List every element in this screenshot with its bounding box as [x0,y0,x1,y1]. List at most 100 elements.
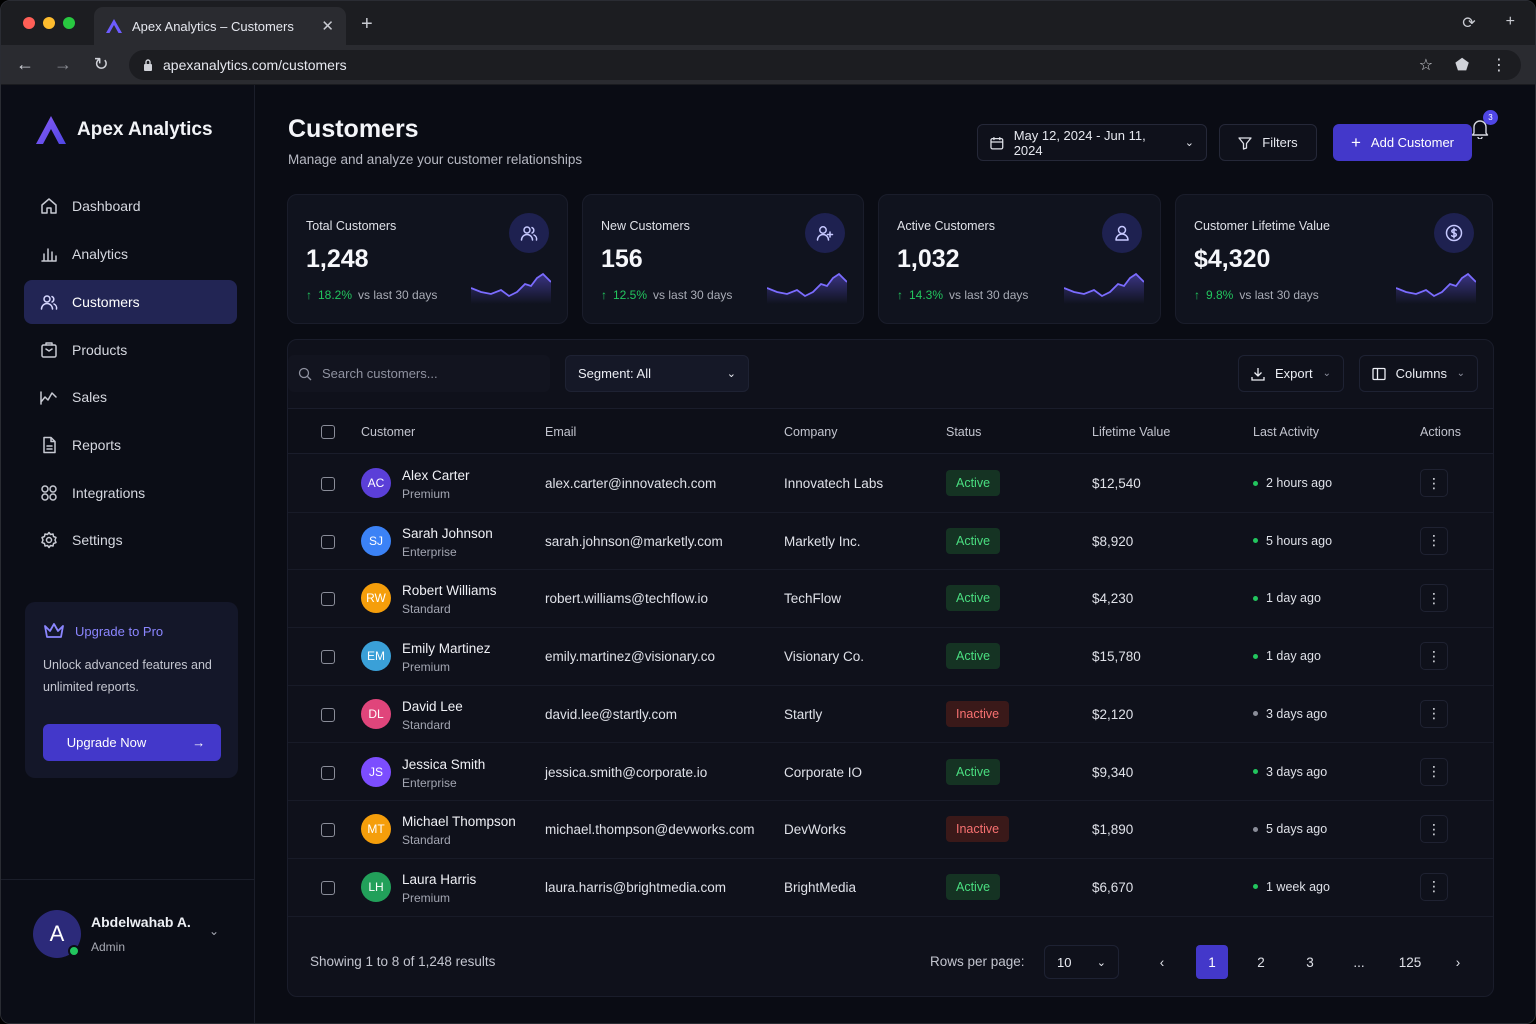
bell-icon[interactable] [1471,119,1489,139]
customer-name[interactable]: Emily Martinez [402,641,491,657]
users-icon [40,295,58,310]
segment-select[interactable]: Segment: All ⌄ [565,355,749,392]
row-actions-menu-icon[interactable]: ⋮ [1420,872,1448,901]
page-button-2[interactable]: 2 [1257,954,1265,970]
maximize-window-button[interactable] [63,17,75,29]
column-lifetime-value[interactable]: Lifetime Value [1092,425,1171,439]
customer-tier: Standard [402,717,451,732]
row-actions-menu-icon[interactable]: ⋮ [1420,526,1448,555]
sidebar-item-integrations[interactable]: Integrations [24,471,237,515]
grid-icon [41,485,57,501]
stat-value: 1,248 [306,245,369,273]
avatar: SJ [361,525,391,556]
user-menu[interactable]: A Abdelwahab A. Admin ⌄ [1,879,254,1023]
sidebar-item-products[interactable]: Products [24,328,237,372]
reload-button[interactable]: ↻ [93,54,109,74]
export-button[interactable]: Export ⌄ [1238,355,1344,392]
forward-button[interactable]: → [54,54,72,74]
row-checkbox[interactable] [321,823,335,838]
bookmark-star-icon[interactable]: ☆ [1418,56,1434,74]
activity-dot [1253,538,1258,544]
page-button-1[interactable]: 1 [1196,945,1228,979]
column-status[interactable]: Status [946,425,982,439]
table-row[interactable]: DL David Lee Standard david.lee@startly.… [288,686,1493,744]
table-row[interactable]: EM Emily Martinez Premium emily.martinez… [288,628,1493,686]
columns-button[interactable]: Columns ⌄ [1359,355,1478,392]
stat-title: Customer Lifetime Value [1194,219,1330,233]
row-actions-menu-icon[interactable]: ⋮ [1420,469,1448,497]
last-activity-text: 2 hours ago [1266,476,1333,490]
extensions-icon[interactable]: ⬟ [1455,56,1469,74]
new-window-icon[interactable]: + [1505,13,1515,30]
upgrade-now-button[interactable]: Upgrade Now → [43,724,221,761]
row-actions-menu-icon[interactable]: ⋮ [1420,642,1448,671]
customer-tier: Premium [402,660,451,675]
close-window-button[interactable] [23,17,35,29]
customer-company: TechFlow [784,591,842,607]
minimize-window-button[interactable] [43,17,55,29]
customer-name[interactable]: Michael Thompson [402,814,516,830]
user-role: Admin [91,940,126,954]
customer-name[interactable]: Sarah Johnson [402,525,493,541]
row-checkbox[interactable] [321,534,335,549]
chevron-down-icon[interactable]: ⌄ [209,924,220,938]
page-button-3[interactable]: 3 [1306,954,1314,970]
row-checkbox[interactable] [321,765,335,780]
sidebar-item-analytics[interactable]: Analytics [24,232,237,276]
add-customer-button[interactable]: + Add Customer [1333,124,1472,161]
customer-name[interactable]: Laura Harris [402,871,477,887]
arrow-up-icon: ↑ [897,288,903,302]
browser-tab[interactable]: Apex Analytics – Customers ✕ [94,7,346,45]
url-field[interactable]: apexanalytics.com/customers ☆ ⬟ ⋮ [129,49,1521,80]
sidebar-item-settings[interactable]: Settings [24,518,237,562]
row-checkbox[interactable] [321,477,335,491]
row-checkbox[interactable] [321,592,335,607]
table-row[interactable]: JS Jessica Smith Enterprise jessica.smit… [288,744,1493,802]
prev-page-icon[interactable]: ‹ [1159,954,1165,970]
table-row[interactable]: AC Alex Carter Premium alex.carter@innov… [288,455,1493,513]
customer-name[interactable]: Robert Williams [402,583,497,599]
next-page-icon[interactable]: › [1455,954,1461,970]
table-row[interactable]: LH Laura Harris Premium laura.harris@bri… [288,859,1493,917]
back-button[interactable]: ← [16,54,34,74]
page-title: Customers [288,115,419,143]
customer-name[interactable]: Alex Carter [402,468,470,483]
column-actions: Actions [1420,425,1461,439]
tab-search-icon[interactable]: ⟳ [1462,15,1476,32]
customer-name[interactable]: David Lee [402,698,463,714]
column-last-activity[interactable]: Last Activity [1253,425,1319,439]
last-activity: 1 day ago [1253,649,1321,663]
row-checkbox[interactable] [321,707,335,722]
date-range-picker[interactable]: May 12, 2024 - Jun 11, 2024 ⌄ [977,124,1207,161]
search-input[interactable]: Search customers... [288,355,550,392]
sidebar-item-customers[interactable]: Customers [24,280,237,324]
row-checkbox[interactable] [321,880,335,895]
table-row[interactable]: SJ Sarah Johnson Enterprise sarah.johnso… [288,513,1493,571]
sidebar-item-sales[interactable]: Sales [24,375,237,419]
column-email[interactable]: Email [545,425,577,439]
row-actions-menu-icon[interactable]: ⋮ [1420,584,1448,613]
stat-title: Active Customers [897,219,995,233]
table-row[interactable]: MT Michael Thompson Standard michael.tho… [288,801,1493,859]
new-tab-button[interactable]: + [361,13,373,35]
select-all-checkbox[interactable] [321,425,335,439]
row-actions-menu-icon[interactable]: ⋮ [1420,757,1448,786]
sidebar-item-dashboard[interactable]: Dashboard [24,184,237,228]
row-checkbox[interactable] [321,650,335,665]
column-company[interactable]: Company [784,425,838,439]
browser-menu-icon[interactable]: ⋮ [1491,56,1507,74]
table-row[interactable]: RW Robert Williams Standard robert.willi… [288,570,1493,629]
filters-button[interactable]: Filters [1219,124,1317,161]
brand[interactable]: Apex Analytics [35,115,213,145]
row-actions-menu-icon[interactable]: ⋮ [1420,815,1448,844]
customer-company: BrightMedia [784,879,857,895]
column-customer[interactable]: Customer [361,425,416,439]
customer-name[interactable]: Jessica Smith [402,756,486,772]
sidebar-item-reports[interactable]: Reports [24,423,237,467]
page-button-125[interactable]: 125 [1398,954,1422,970]
row-actions-menu-icon[interactable]: ⋮ [1420,699,1448,728]
close-tab-icon[interactable]: ✕ [321,18,334,35]
sidebar-item-label: Customers [72,294,140,310]
rows-per-page-select[interactable]: 10 ⌄ [1044,945,1119,979]
tab-title: Apex Analytics – Customers [132,18,294,34]
